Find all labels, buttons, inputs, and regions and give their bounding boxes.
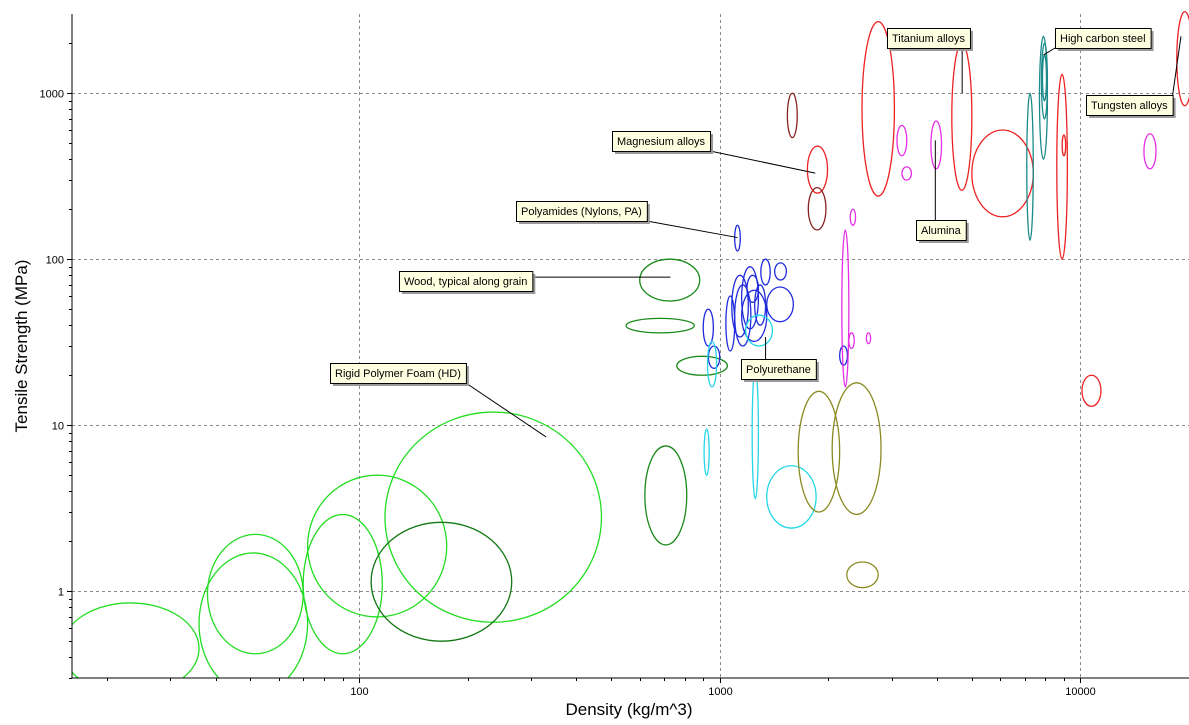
material-bubble-ceramic <box>848 332 855 350</box>
material-bubble-polymer <box>838 345 849 366</box>
material-bubble-ceramic <box>841 229 850 388</box>
material-bubble-metal <box>806 145 829 194</box>
annotation-leader <box>465 382 547 438</box>
y-axis-title: Tensile Strength (MPa) <box>12 260 31 433</box>
annotation-label: Alumina <box>921 225 962 237</box>
material-bubble-steel <box>1026 92 1034 241</box>
material-bubble-foam <box>198 552 309 678</box>
material-bubble-polymer <box>760 258 771 286</box>
material-bubble-elastomer <box>766 465 817 529</box>
x-tick-label: 1000 <box>708 686 732 698</box>
x-tick-label: 100 <box>350 686 368 698</box>
material-bubble-brick <box>786 92 798 139</box>
material-bubble-foam <box>306 474 448 618</box>
material-bubble-elastomer <box>745 314 774 347</box>
material-bubble-foam_dark <box>370 521 513 642</box>
annotation-label: Magnesium alloys <box>617 136 706 148</box>
annotation-label: Tungsten alloys <box>1091 100 1168 112</box>
x-tick-label: 10000 <box>1065 686 1096 698</box>
material-bubble-polymer <box>766 286 795 323</box>
material-bubble-wood <box>676 355 729 376</box>
y-tick-label: 100 <box>46 255 64 267</box>
plot-background <box>72 14 1189 678</box>
annotation-leader <box>646 220 738 239</box>
material-bubble-wood <box>625 317 695 334</box>
annotation-box <box>1086 95 1174 116</box>
material-bubble-ceramic <box>849 208 857 226</box>
annotation-callout: Magnesium alloys <box>612 131 816 174</box>
annotation-callout: Alumina <box>916 140 969 243</box>
annotation-callout: Polyurethane <box>741 336 819 382</box>
material-bubble-elastomer <box>706 340 718 388</box>
annotation-leader <box>1172 36 1182 96</box>
annotation-box <box>612 131 712 152</box>
annotation-box <box>399 271 534 292</box>
material-bubble-steel <box>1041 54 1048 102</box>
material-bubble-ceramic <box>930 120 943 170</box>
material-bubble-composite <box>831 382 882 516</box>
material-bubble-polymer <box>731 274 749 338</box>
annotation-leader <box>1043 47 1056 56</box>
y-tick-label: 10 <box>52 421 64 433</box>
material-bubble-elastomer <box>703 428 710 476</box>
material-bubble-polymer <box>734 224 741 252</box>
y-tick-label: 1 <box>58 587 64 599</box>
material-bubble-metal <box>1061 134 1067 157</box>
y-tick-label: 1000 <box>40 89 64 101</box>
annotation-callout: Polyamides (Nylons, PA) <box>516 201 738 239</box>
annotation-box <box>516 201 648 222</box>
annotation-box <box>741 359 817 380</box>
annotation-box <box>887 28 971 49</box>
annotation-callout: High carbon steel <box>1043 28 1154 56</box>
material-bubble-metal <box>1081 374 1102 407</box>
material-bubble-polymer <box>774 262 788 281</box>
annotation-leader <box>709 150 816 174</box>
material-bubble-ceramic <box>1143 133 1157 170</box>
annotation-callout: Tungsten alloys <box>1086 36 1182 118</box>
material-bubble-wood <box>639 258 701 302</box>
material-bubble-brick <box>807 186 827 231</box>
annotation-callout: Rigid Polymer Foam (HD) <box>330 363 547 438</box>
material-bubble-steel <box>1040 42 1049 120</box>
annotation-label: High carbon steel <box>1060 33 1146 45</box>
material-bubble-ceramic <box>896 124 908 157</box>
material-bubble-foam <box>302 513 383 655</box>
material-bubble-foam <box>72 602 200 678</box>
annotation-label: Titanium alloys <box>892 33 965 45</box>
annotation-box <box>330 363 467 384</box>
material-bubble-composite <box>797 390 841 513</box>
annotation-label: Rigid Polymer Foam (HD) <box>335 368 461 380</box>
annotation-box <box>1055 28 1152 49</box>
annotation-label: Polyurethane <box>746 364 811 376</box>
annotation-callout: Wood, typical along grain <box>399 271 671 294</box>
x-axis-title: Density (kg/m^3) <box>565 700 692 719</box>
material-bubble-metal <box>861 20 896 197</box>
material-bubble-wood <box>644 445 688 546</box>
material-bubble-metal <box>1176 11 1189 107</box>
material-bubble-ceramic <box>865 332 872 345</box>
annotation-box <box>916 220 967 241</box>
annotation-label: Wood, typical along grain <box>404 276 527 288</box>
material-bubble-ceramic <box>901 166 913 181</box>
annotation-callout: Titanium alloys <box>887 28 973 94</box>
material-bubble-polymer <box>702 308 714 347</box>
material-bubble-polymer <box>740 289 768 342</box>
material-bubble-polymer <box>734 284 752 347</box>
material-bubble-metal <box>1056 73 1069 260</box>
annotation-label: Polyamides (Nylons, PA) <box>521 206 642 218</box>
material-bubble-composite <box>846 561 879 589</box>
